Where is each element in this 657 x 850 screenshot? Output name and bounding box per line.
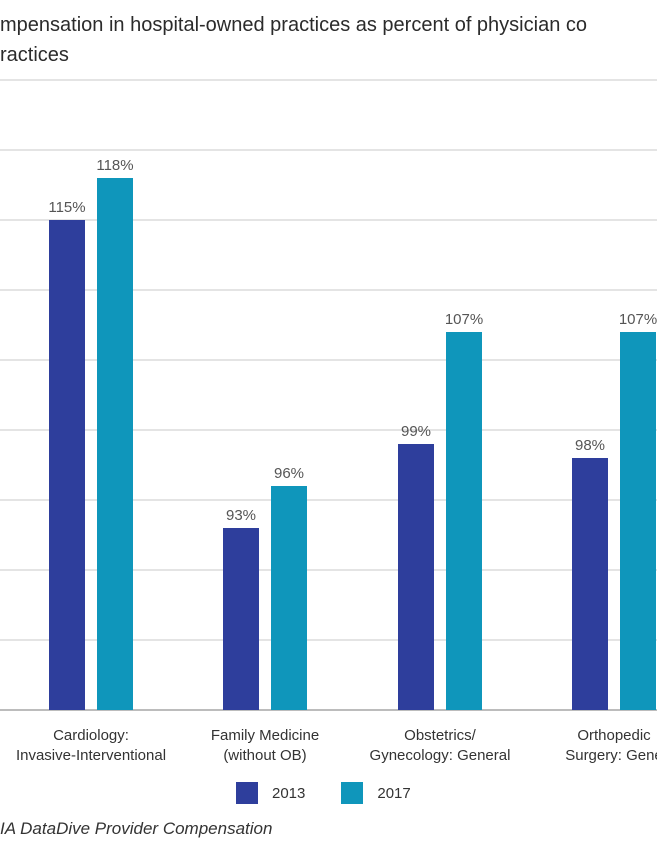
legend-label-2017: 2017 [377,784,411,802]
bar-2013-0 [49,220,85,710]
data-label-2017-2: 107% [445,311,483,328]
data-label-2013-2: 99% [401,423,431,440]
category-label-3-line-1: Surgery: Gene [565,747,657,764]
chart-title-line-2: ractices [0,44,69,66]
category-label-1-line-0: Family Medicine [211,727,319,744]
bar-2013-3 [572,458,608,710]
data-label-2013-0: 115% [48,199,85,216]
bar-2017-0 [97,178,133,710]
data-label-2017-3: 107% [619,311,657,328]
bar-2017-3 [620,332,656,710]
legend-swatch-2013 [236,782,258,804]
bar-2017-2 [446,332,482,710]
bar-2013-1 [223,528,259,710]
chart-title: mpensation in hospital-owned practices a… [0,10,657,70]
category-label-0-line-0: Cardiology: [53,727,129,744]
category-label-0-line-1: Invasive-Interventional [16,747,166,764]
category-label-2-line-0: Obstetrics/ [404,727,477,744]
chart-title-line-1: mpensation in hospital-owned practices a… [0,14,587,36]
data-label-2013-1: 93% [226,507,256,524]
source-note: IA DataDive Provider Compensation [0,819,273,838]
bar-chart: 115% 93% 99% 98% 118% 96% 107% 107% Cardiology: I… [0,79,657,764]
category-label-2-line-1: Gynecology: General [370,747,511,764]
bar-2017-1 [271,486,307,710]
data-label-2013-3: 98% [575,437,605,454]
data-label-2017-1: 96% [274,465,304,482]
legend-item-2017: 2017 [341,782,411,804]
legend-item-2013: 2013 [236,782,305,804]
category-label-3-line-0: Orthopedic [577,727,651,744]
category-label-1-line-1: (without OB) [223,747,306,764]
bar-2013-2 [398,444,434,710]
legend-label-2013: 2013 [272,784,306,802]
data-label-2017-0: 118% [96,157,133,174]
legend-swatch-2017 [341,782,364,804]
chart-legend: 2013 2017 [236,782,447,804]
